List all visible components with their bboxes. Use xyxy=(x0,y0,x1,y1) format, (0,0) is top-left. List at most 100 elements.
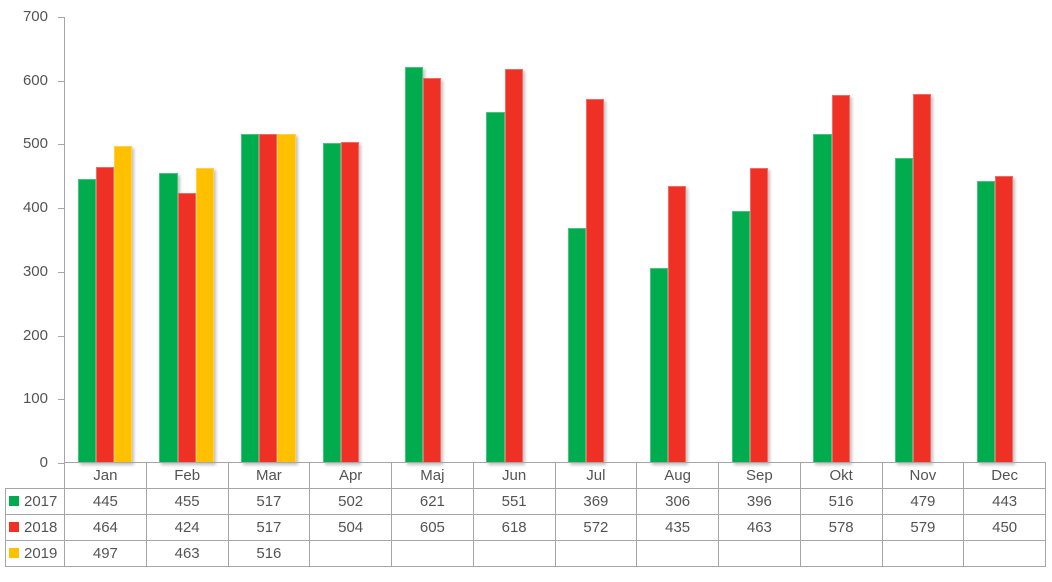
series-name: 2019 xyxy=(24,545,58,562)
value-cell-2019-Okt xyxy=(799,540,883,567)
value-cell-2019-Maj xyxy=(391,540,474,567)
value-cell-2018-Nov: 579 xyxy=(881,514,965,541)
month-header-cell: Aug xyxy=(636,462,719,489)
y-tick-mark xyxy=(58,399,64,401)
month-header-cell: Jul xyxy=(554,462,638,489)
value-cell-2017-Feb: 455 xyxy=(145,488,229,515)
y-tick-mark xyxy=(58,271,64,273)
value-cell-2019-Apr xyxy=(309,540,392,567)
month-header-cell: Dec xyxy=(963,462,1046,489)
value-cell-2017-Nov: 479 xyxy=(881,488,965,515)
value-cell-2017-Jul: 369 xyxy=(554,488,638,515)
value-cell-2017-Dec: 443 xyxy=(963,488,1046,515)
bar-2019-Feb xyxy=(195,168,214,463)
legend-swatch-2019 xyxy=(9,548,19,559)
bar-2018-Okt xyxy=(831,94,850,463)
value-cell-2018-Apr: 504 xyxy=(309,514,392,541)
table-blank-corner xyxy=(6,463,65,489)
value-cell-2017-Apr: 502 xyxy=(309,488,392,515)
bar-2017-Okt xyxy=(813,134,832,463)
month-header-cell: Jan xyxy=(64,462,147,489)
value-cell-2017-Sep: 396 xyxy=(718,488,801,515)
bar-2018-Jul xyxy=(586,98,605,463)
bar-2018-Mar xyxy=(259,133,278,463)
bar-2017-Jun xyxy=(486,111,505,463)
value-cell-2019-Dec xyxy=(963,540,1046,567)
legend-cell-2018: 2018 xyxy=(5,514,65,541)
y-tick-mark xyxy=(58,144,64,146)
month-header-cell: Nov xyxy=(881,462,965,489)
y-tick-label: 100 xyxy=(22,390,48,408)
y-tick-label: 300 xyxy=(22,262,48,280)
y-tick-mark xyxy=(58,463,64,464)
bar-2017-Aug xyxy=(649,268,669,463)
value-cell-2019-Mar: 516 xyxy=(227,540,311,567)
month-header-cell: Jun xyxy=(472,462,556,489)
value-cell-2019-Jul xyxy=(554,540,638,567)
table-row-2017: 2017 445 455 517 502 621 551 369 306 396 516 479 443 xyxy=(5,488,1046,515)
y-tick-mark xyxy=(58,17,64,18)
y-tick-label: 400 xyxy=(22,199,48,217)
bar-2017-Feb xyxy=(159,173,178,463)
legend-swatch-2017 xyxy=(9,496,19,507)
value-cell-2018-Feb: 424 xyxy=(145,514,229,541)
value-cell-2017-Maj: 621 xyxy=(391,488,474,515)
value-cell-2018-Sep: 463 xyxy=(718,514,801,541)
y-tick-label: 500 xyxy=(22,135,48,153)
legend-cell-2017: 2017 xyxy=(5,488,65,515)
bar-2017-Mar xyxy=(241,133,260,463)
bar-2017-Maj xyxy=(404,67,423,463)
value-cell-2019-Aug xyxy=(636,540,719,567)
bar-2017-Apr xyxy=(322,143,342,463)
y-tick-label: 600 xyxy=(22,71,48,89)
value-cell-2017-Mar: 517 xyxy=(227,488,311,515)
y-tick-label: 0 xyxy=(39,454,48,471)
y-tick-mark xyxy=(58,80,64,82)
bar-2018-Jan xyxy=(95,167,114,463)
bar-2018-Jun xyxy=(504,69,523,463)
table-row-2018: 2018 464 424 517 504 605 618 572 435 463 578 579 450 xyxy=(5,514,1046,541)
bar-2019-Mar xyxy=(277,134,296,463)
table-header-row: Jan Feb Mar Apr Maj Jun Jul Aug Sep Okt Nov Dec xyxy=(6,462,1046,489)
y-axis-line xyxy=(64,17,65,464)
bar-2017-Jul xyxy=(568,227,587,463)
y-tick-mark xyxy=(58,335,64,337)
y-tick-label: 700 xyxy=(22,8,48,25)
bar-2018-Feb xyxy=(177,192,196,463)
value-cell-2019-Jan: 497 xyxy=(64,540,147,567)
value-cell-2018-Jul: 572 xyxy=(554,514,638,541)
value-cell-2018-Jun: 618 xyxy=(472,514,556,541)
value-cell-2018-Dec: 450 xyxy=(963,514,1046,541)
value-cell-2018-Okt: 578 xyxy=(799,514,883,541)
month-header-cell: Mar xyxy=(227,462,311,489)
value-cell-2019-Sep xyxy=(718,540,801,567)
month-header-cell: Okt xyxy=(799,462,883,489)
month-header-cell: Sep xyxy=(718,462,801,489)
value-cell-2017-Jun: 551 xyxy=(472,488,556,515)
value-cell-2018-Jan: 464 xyxy=(64,514,147,541)
value-cell-2017-Jan: 445 xyxy=(64,488,147,515)
series-name: 2017 xyxy=(24,493,58,510)
legend-swatch-2018 xyxy=(9,522,19,533)
bar-2018-Maj xyxy=(422,77,441,463)
bar-2018-Apr xyxy=(341,141,360,463)
y-tick-mark xyxy=(58,208,64,210)
bar-2017-Dec xyxy=(976,180,996,463)
table-row-2019: 2019 497 463 516 xyxy=(5,540,1046,567)
y-tick-label: 200 xyxy=(22,326,48,344)
series-name: 2018 xyxy=(24,519,58,536)
value-cell-2017-Okt: 516 xyxy=(799,488,883,515)
month-header-cell: Feb xyxy=(145,462,229,489)
month-header-cell: Maj xyxy=(391,462,474,489)
legend-cell-2019: 2019 xyxy=(5,540,65,567)
value-cell-2018-Aug: 435 xyxy=(636,514,719,541)
chart-data-table: Jan Feb Mar Apr Maj Jun Jul Aug Sep Okt Nov Dec 2017… xyxy=(5,462,1046,567)
bar-2017-Sep xyxy=(731,210,750,463)
month-header-cell: Apr xyxy=(309,462,392,489)
value-cell-2018-Mar: 517 xyxy=(227,514,311,541)
bar-2018-Sep xyxy=(749,168,768,463)
value-cell-2019-Jun xyxy=(472,540,556,567)
bar-2017-Jan xyxy=(77,179,96,463)
bar-2017-Nov xyxy=(895,157,914,463)
